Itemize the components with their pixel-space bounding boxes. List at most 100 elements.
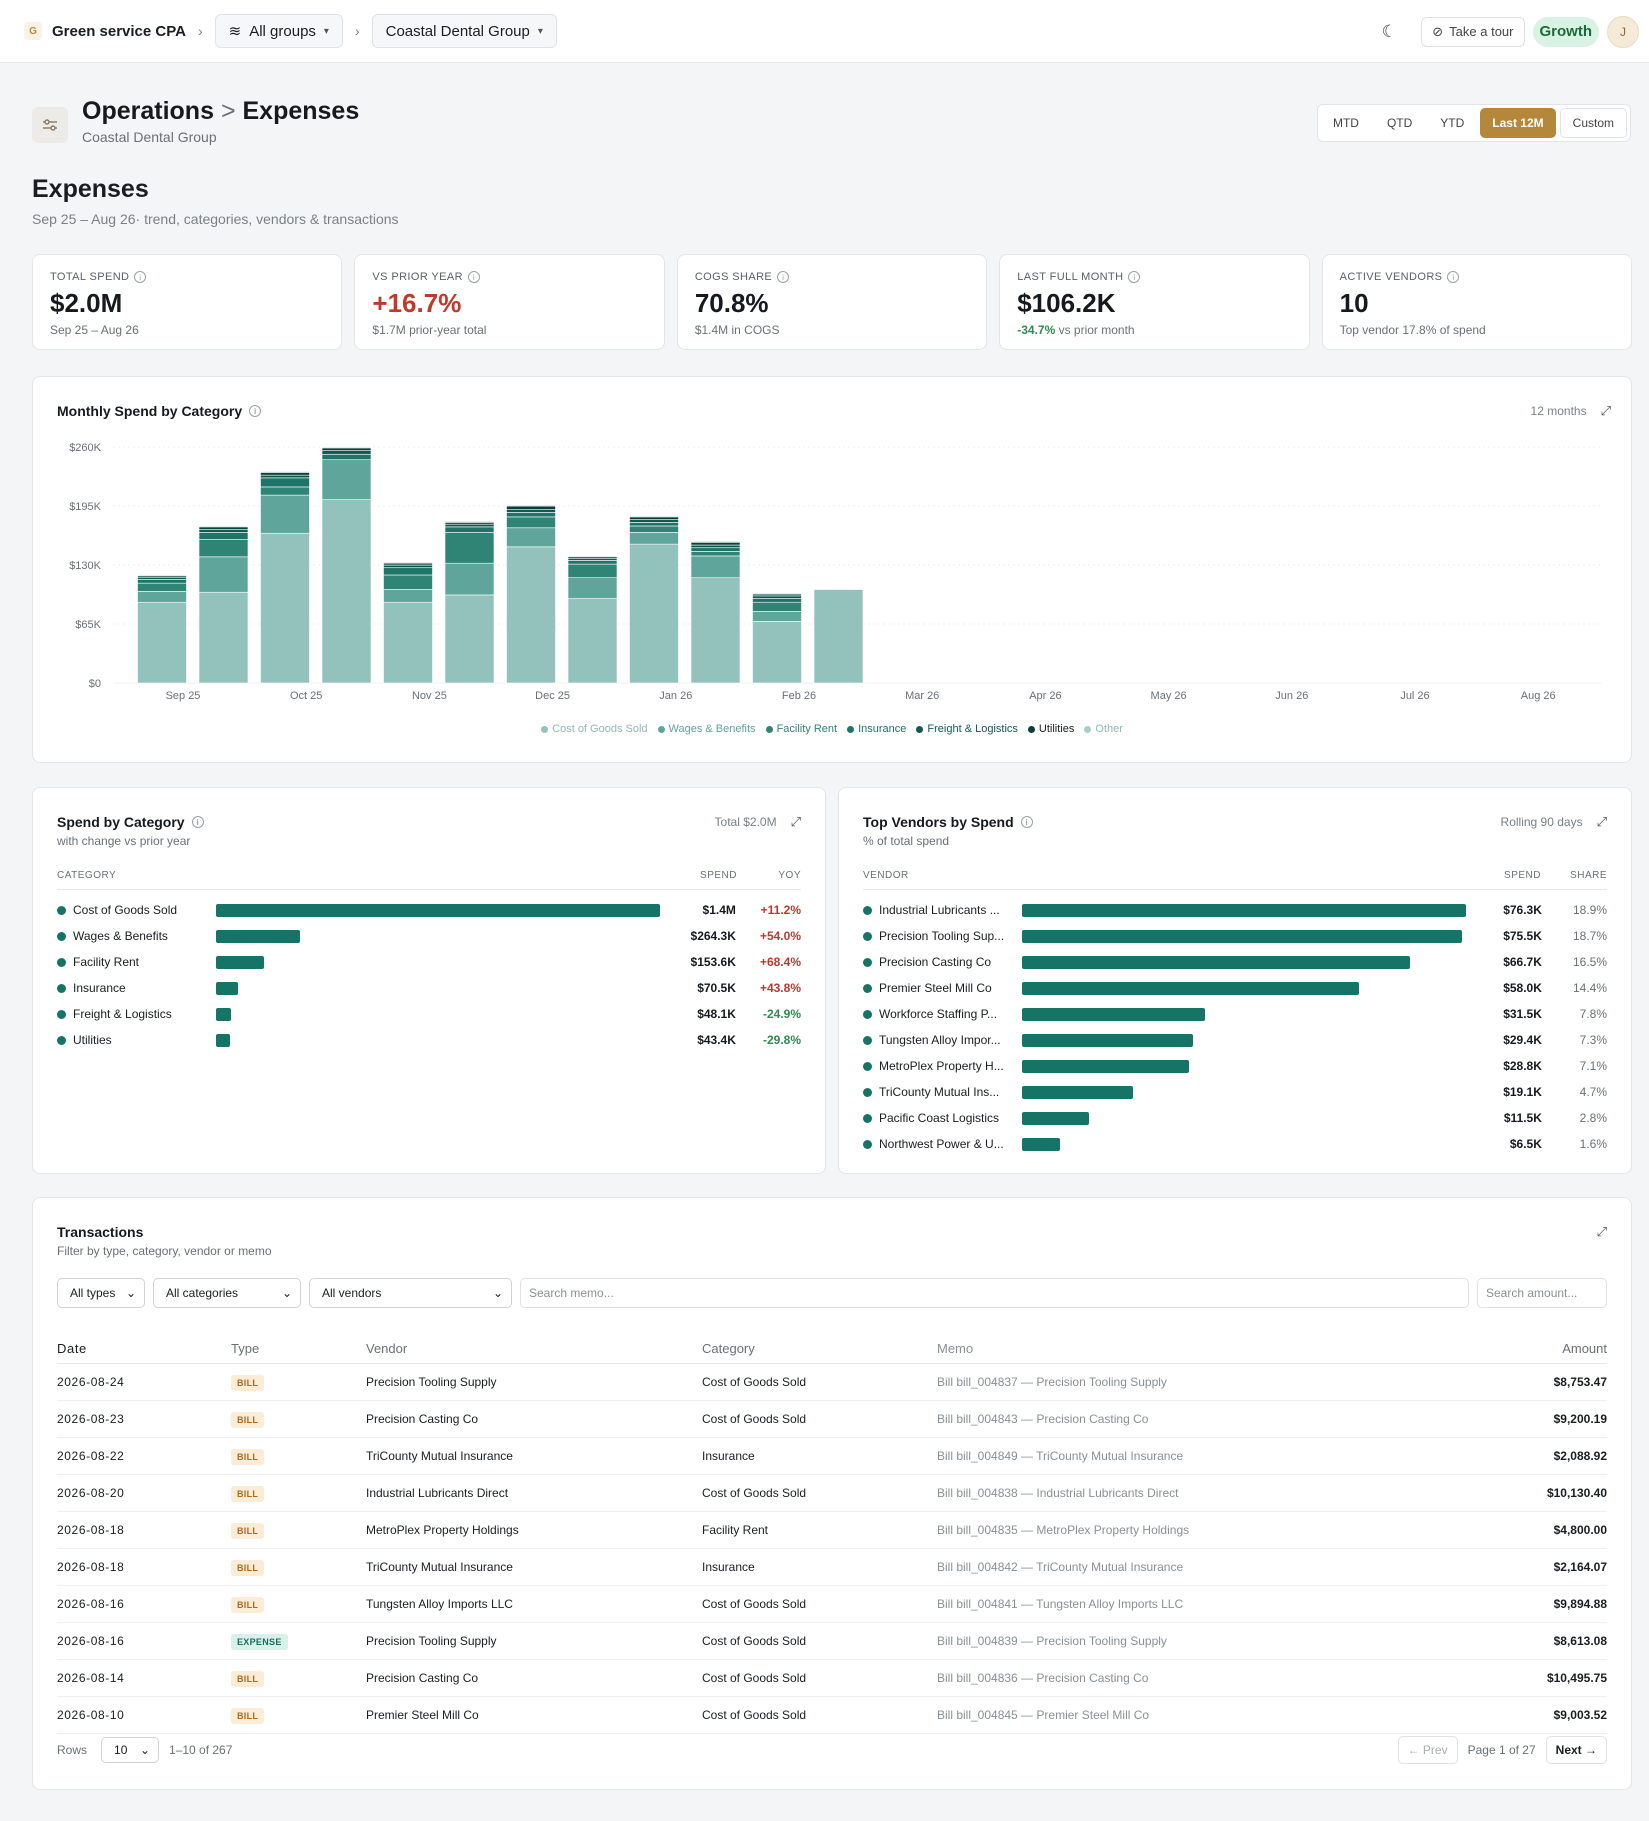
prev-page-button[interactable]: ← Prev [1397,1736,1458,1764]
bar-segment[interactable] [260,486,310,496]
bar-segment[interactable] [752,598,802,603]
bar-segment[interactable] [383,589,433,603]
expand-icon[interactable]: ⤢ [790,814,801,829]
bar-segment[interactable] [567,560,618,565]
vendor-row[interactable]: Precision Casting Co $66.7K 16.5% [863,949,1607,975]
bar-segment[interactable] [444,532,495,564]
bar-segment[interactable] [567,563,618,579]
next-page-button[interactable]: Next → [1545,1736,1607,1764]
bar-segment[interactable] [198,529,249,533]
bar-segment[interactable] [752,592,802,595]
vendor-row[interactable]: Workforce Staffing P... $31.5K 7.8% [863,1001,1607,1027]
vendor-row[interactable]: Premier Steel Mill Co $58.0K 14.4% [863,975,1607,1001]
bar-segment[interactable] [506,505,556,510]
table-row[interactable]: 2026-08-23 BILL Precision Casting Co Cost o… [57,1401,1607,1438]
legend-item[interactable]: Wages & Benefits [657,723,756,735]
bar-segment[interactable] [629,516,679,520]
plan-badge[interactable]: Growth [1532,16,1599,47]
category-filter[interactable]: All categories ⌄ [153,1278,301,1308]
bar-segment[interactable] [690,544,741,549]
bar-segment[interactable] [321,459,372,500]
vendor-row[interactable]: Tungsten Alloy Impor... $29.4K 7.3% [863,1027,1607,1053]
bar-segment[interactable] [137,574,187,577]
take-a-tour-button[interactable]: ⊘ Take a tour [1421,16,1525,47]
bar-segment[interactable] [567,555,618,558]
table-row[interactable]: 2026-08-18 BILL TriCounty Mutual Insurance… [57,1549,1607,1586]
bar-segment[interactable] [690,547,741,552]
category-row[interactable]: Facility Rent $153.6K +68.4% [57,949,801,975]
bar-segment[interactable] [260,474,310,479]
bar-segment[interactable] [383,567,433,576]
bar-segment[interactable] [321,447,372,451]
info-icon[interactable]: i [1128,271,1141,283]
group-select[interactable]: ≋ All groups ▾ [214,14,343,48]
legend-item[interactable]: Other [1084,723,1123,735]
bar-segment[interactable] [260,494,310,534]
bar-segment[interactable] [690,542,741,546]
bar-segment[interactable] [383,561,433,564]
col-amount[interactable]: Amount [1562,1341,1607,1356]
category-row[interactable]: Wages & Benefits $264.3K +54.0% [57,923,801,949]
table-row[interactable]: 2026-08-16 BILL Tungsten Alloy Imports LLC… [57,1586,1607,1623]
bar-segment[interactable] [506,512,556,518]
info-icon[interactable]: i [777,271,790,283]
bar-segment[interactable] [444,523,495,528]
bar-segment[interactable] [629,515,679,518]
expand-icon[interactable]: ⤢ [1596,1224,1607,1239]
bar-segment[interactable] [752,601,802,612]
legend-item[interactable]: Insurance [847,723,906,735]
breadcrumb-section[interactable]: Operations [82,97,214,125]
legend-item[interactable]: Facility Rent [765,723,837,735]
bar-segment[interactable] [813,589,864,684]
bar-segment[interactable] [752,620,802,684]
org-switcher[interactable]: G Green service CPA [24,22,186,40]
bar-segment[interactable] [260,532,310,684]
bar-segment[interactable] [137,579,187,584]
bar-segment[interactable] [444,526,495,533]
bar-segment[interactable] [752,595,802,599]
legend-item[interactable]: Cost of Goods Sold [541,723,648,735]
client-select[interactable]: Coastal Dental Group ▾ [371,14,557,48]
col-memo[interactable]: Memo [937,1341,974,1356]
bar-segment[interactable] [321,453,372,461]
col-type[interactable]: Type [231,1341,260,1356]
bar-segment[interactable] [260,471,310,473]
vendor-row[interactable]: Industrial Lubricants ... $76.3K 18.9% [863,897,1607,923]
table-row[interactable]: 2026-08-22 BILL TriCounty Mutual Insurance… [57,1438,1607,1475]
table-row[interactable]: 2026-08-20 BILL Industrial Lubricants Dire… [57,1475,1607,1512]
table-row[interactable]: 2026-08-24 BILL Precision Tooling Supply Co… [57,1364,1607,1401]
bar-segment[interactable] [444,521,495,523]
amount-search-input[interactable]: Search amount... [1477,1278,1607,1308]
info-icon[interactable]: i [134,271,147,283]
bar-segment[interactable] [137,601,187,684]
table-row[interactable]: 2026-08-10 BILL Premier Steel Mill Co Cost … [57,1697,1607,1734]
bar-segment[interactable] [567,577,618,599]
bar-segment[interactable] [198,556,249,593]
tab-mtd[interactable]: MTD [1332,116,1359,130]
expand-icon[interactable]: ⤢ [1600,403,1611,418]
bar-segment[interactable] [752,610,802,622]
col-category[interactable]: Category [702,1341,755,1356]
category-row[interactable]: Freight & Logistics $48.1K -24.9% [57,1001,801,1027]
bar-segment[interactable] [444,594,495,684]
bar-segment[interactable] [506,504,556,507]
bar-segment[interactable] [260,477,310,488]
bar-segment[interactable] [198,532,249,540]
bar-segment[interactable] [383,601,433,684]
category-row[interactable]: Insurance $70.5K +43.8% [57,975,801,1001]
tab-custom[interactable]: Custom [1559,108,1627,138]
bar-segment[interactable] [629,525,679,533]
bar-segment[interactable] [260,472,310,476]
expand-icon[interactable]: ⤢ [1596,814,1607,829]
bar-segment[interactable] [629,519,679,523]
bar-segment[interactable] [506,546,556,684]
bar-segment[interactable] [198,526,249,530]
rows-per-page-select[interactable]: 10 ⌄ [101,1737,160,1763]
info-icon[interactable]: i [1447,271,1460,283]
bar-segment[interactable] [506,509,556,513]
legend-item[interactable]: Freight & Logistics [916,723,1018,735]
table-row[interactable]: 2026-08-16 EXPENSE Precision Tooling Suppl… [57,1623,1607,1660]
bar-segment[interactable] [629,532,679,545]
bar-segment[interactable] [137,591,187,603]
bar-segment[interactable] [198,539,249,558]
